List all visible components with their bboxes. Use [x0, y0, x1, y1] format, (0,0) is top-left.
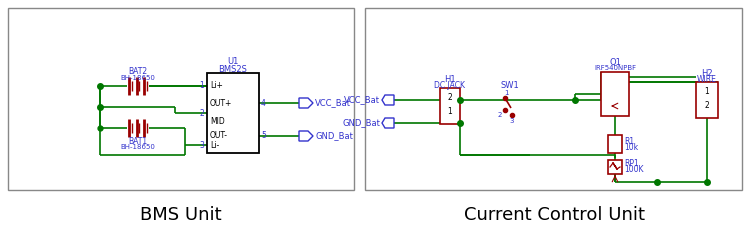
Text: VCC_Bat: VCC_Bat — [344, 95, 380, 105]
Text: VCC_Bat: VCC_Bat — [315, 99, 351, 107]
Text: 1: 1 — [705, 88, 710, 96]
Bar — [608, 160, 622, 174]
Bar — [696, 82, 718, 118]
Text: Q1: Q1 — [609, 58, 621, 66]
Text: IRF540NPBF: IRF540NPBF — [594, 65, 636, 71]
Text: Li-: Li- — [210, 140, 219, 150]
Bar — [8, 8, 354, 190]
Text: 1: 1 — [200, 81, 204, 91]
Text: Current Control Unit: Current Control Unit — [464, 206, 644, 224]
Text: 2: 2 — [705, 102, 710, 110]
Text: H2: H2 — [701, 69, 712, 77]
Text: 1: 1 — [448, 107, 452, 117]
Text: 2: 2 — [200, 109, 204, 117]
Text: SW1: SW1 — [501, 80, 519, 89]
Text: BMS2S: BMS2S — [218, 65, 248, 73]
Polygon shape — [382, 95, 394, 105]
Text: 4: 4 — [261, 99, 266, 107]
Polygon shape — [299, 131, 313, 141]
Text: 1: 1 — [504, 90, 509, 96]
Text: 10k: 10k — [624, 143, 638, 151]
Text: R1: R1 — [624, 136, 634, 146]
Polygon shape — [382, 118, 394, 128]
Text: BH-18650: BH-18650 — [121, 75, 155, 81]
Text: OUT+: OUT+ — [210, 99, 232, 107]
Text: GND_Bat: GND_Bat — [315, 132, 352, 140]
Text: OUT-: OUT- — [210, 132, 228, 140]
Text: MID: MID — [210, 117, 225, 125]
Text: 2: 2 — [498, 112, 502, 118]
Text: WIRE: WIRE — [697, 74, 717, 84]
Text: 3: 3 — [200, 140, 204, 150]
Text: 5: 5 — [261, 132, 266, 140]
Text: 3: 3 — [510, 118, 515, 124]
Text: BAT1: BAT1 — [128, 136, 148, 146]
Text: 100K: 100K — [624, 165, 644, 175]
Text: H1: H1 — [444, 74, 456, 84]
Text: RP1: RP1 — [624, 160, 639, 168]
Text: 2: 2 — [448, 94, 452, 102]
Text: BAT2: BAT2 — [128, 67, 148, 77]
Bar — [601, 72, 629, 116]
Text: Li+: Li+ — [210, 81, 223, 91]
Text: GND_Bat: GND_Bat — [342, 118, 380, 128]
Bar — [207, 73, 259, 153]
Text: DC JACK: DC JACK — [434, 80, 466, 89]
Text: BMS Unit: BMS Unit — [140, 206, 222, 224]
Bar — [440, 88, 460, 124]
Bar — [608, 135, 622, 153]
Text: U1: U1 — [227, 56, 238, 66]
Text: BH-18650: BH-18650 — [121, 144, 155, 150]
Bar — [365, 8, 742, 190]
Polygon shape — [299, 98, 313, 108]
